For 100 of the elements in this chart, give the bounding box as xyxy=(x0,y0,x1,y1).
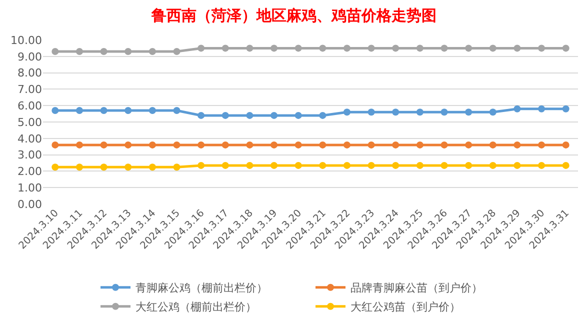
point xyxy=(100,48,108,55)
point xyxy=(270,112,278,119)
point xyxy=(294,141,302,148)
point xyxy=(173,141,180,148)
point xyxy=(416,44,424,52)
legend-label: 品牌青脚麻公苗（到户价） xyxy=(350,282,482,295)
point xyxy=(416,162,424,169)
point xyxy=(489,141,496,148)
point xyxy=(514,162,521,169)
point xyxy=(270,162,278,169)
point xyxy=(319,141,326,148)
point xyxy=(222,112,229,119)
point xyxy=(368,162,375,169)
point xyxy=(514,105,521,112)
point xyxy=(76,141,83,148)
point xyxy=(562,105,570,112)
point xyxy=(148,164,156,171)
point xyxy=(148,141,156,148)
point xyxy=(294,44,302,52)
point xyxy=(246,162,254,169)
point xyxy=(294,112,302,119)
point xyxy=(440,162,448,169)
point xyxy=(538,105,546,112)
point xyxy=(198,112,205,119)
point xyxy=(198,44,205,52)
y-tick-label: 9.00 xyxy=(18,50,42,64)
point xyxy=(319,162,326,169)
y-tick-label: 5.00 xyxy=(18,116,42,129)
point xyxy=(343,141,350,148)
point xyxy=(514,44,521,52)
point xyxy=(100,107,108,114)
point xyxy=(538,44,546,52)
point xyxy=(343,108,350,116)
point xyxy=(124,107,132,114)
point xyxy=(368,141,375,148)
point xyxy=(465,162,472,169)
point xyxy=(173,48,180,55)
point xyxy=(465,108,472,116)
point xyxy=(392,108,400,116)
point xyxy=(100,141,108,148)
legend-label: 大红公鸡（棚前出栏价） xyxy=(136,300,256,314)
point xyxy=(392,162,400,169)
point xyxy=(52,164,59,171)
point xyxy=(343,44,350,52)
point xyxy=(246,112,254,119)
point xyxy=(52,107,59,114)
point xyxy=(76,107,83,114)
point xyxy=(294,162,302,169)
point xyxy=(489,108,496,116)
y-tick-label: 1.00 xyxy=(18,181,42,194)
point xyxy=(222,162,229,169)
y-tick-label: 8.00 xyxy=(18,66,42,80)
point xyxy=(270,141,278,148)
point xyxy=(124,48,132,55)
point xyxy=(489,162,496,169)
point xyxy=(222,141,229,148)
point xyxy=(148,48,156,55)
point xyxy=(440,108,448,116)
point xyxy=(562,44,570,52)
y-tick-label: 3.00 xyxy=(18,148,42,162)
point xyxy=(270,44,278,52)
point xyxy=(76,164,83,171)
point xyxy=(368,44,375,52)
point xyxy=(562,162,570,169)
point xyxy=(319,44,326,52)
y-tick-label: 6.00 xyxy=(18,99,42,112)
point xyxy=(100,164,108,171)
point xyxy=(76,48,83,55)
point xyxy=(222,44,229,52)
point xyxy=(538,162,546,169)
point xyxy=(173,164,180,171)
y-tick-label: 7.00 xyxy=(18,83,42,96)
point xyxy=(440,44,448,52)
point xyxy=(246,141,254,148)
point xyxy=(124,141,132,148)
point xyxy=(173,107,180,114)
point xyxy=(52,48,59,55)
point xyxy=(416,108,424,116)
y-tick-label: 0.00 xyxy=(18,198,42,211)
point xyxy=(198,141,205,148)
point xyxy=(368,108,375,116)
point xyxy=(416,141,424,148)
point xyxy=(246,44,254,52)
point xyxy=(489,44,496,52)
point xyxy=(392,44,400,52)
point xyxy=(124,164,132,171)
y-tick-label: 4.00 xyxy=(18,132,42,146)
point xyxy=(465,141,472,148)
y-tick-label: 2.00 xyxy=(18,165,42,178)
point xyxy=(148,107,156,114)
point xyxy=(52,141,59,148)
legend-label: 青脚麻公鸡（棚前出栏价） xyxy=(136,282,268,295)
point xyxy=(440,141,448,148)
chart-title: 鲁西南（菏泽）地区麻鸡、鸡苗价格走势图 xyxy=(150,6,436,24)
point xyxy=(538,141,546,148)
point xyxy=(562,141,570,148)
point xyxy=(343,162,350,169)
point xyxy=(319,112,326,119)
point xyxy=(198,162,205,169)
point xyxy=(465,44,472,52)
